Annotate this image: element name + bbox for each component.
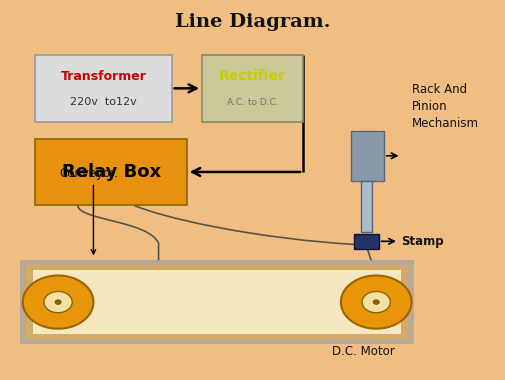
FancyBboxPatch shape (351, 131, 384, 180)
Text: 220v  to12v: 220v to12v (70, 97, 137, 107)
Text: Transformer: Transformer (61, 70, 146, 83)
FancyBboxPatch shape (20, 260, 414, 344)
Text: Conveyor.: Conveyor. (59, 168, 118, 180)
FancyBboxPatch shape (361, 180, 372, 232)
FancyBboxPatch shape (35, 55, 172, 122)
Polygon shape (44, 291, 72, 313)
Text: Rack And
Pinion
Mechanism: Rack And Pinion Mechanism (412, 83, 479, 130)
Text: Line Diagram.: Line Diagram. (175, 13, 330, 31)
Polygon shape (55, 300, 61, 304)
FancyBboxPatch shape (202, 55, 303, 122)
FancyBboxPatch shape (33, 270, 401, 334)
Polygon shape (23, 276, 93, 329)
Polygon shape (373, 300, 379, 304)
Text: Relay Box: Relay Box (62, 163, 161, 181)
FancyBboxPatch shape (354, 234, 379, 249)
Text: D.C. Motor: D.C. Motor (332, 345, 395, 358)
Polygon shape (362, 291, 390, 313)
Text: Stamp: Stamp (401, 235, 444, 248)
Text: Rectifier: Rectifier (219, 70, 286, 83)
FancyBboxPatch shape (35, 139, 187, 205)
Text: A.C. to D.C.: A.C. to D.C. (227, 98, 278, 108)
Polygon shape (341, 276, 412, 329)
FancyBboxPatch shape (26, 265, 408, 339)
